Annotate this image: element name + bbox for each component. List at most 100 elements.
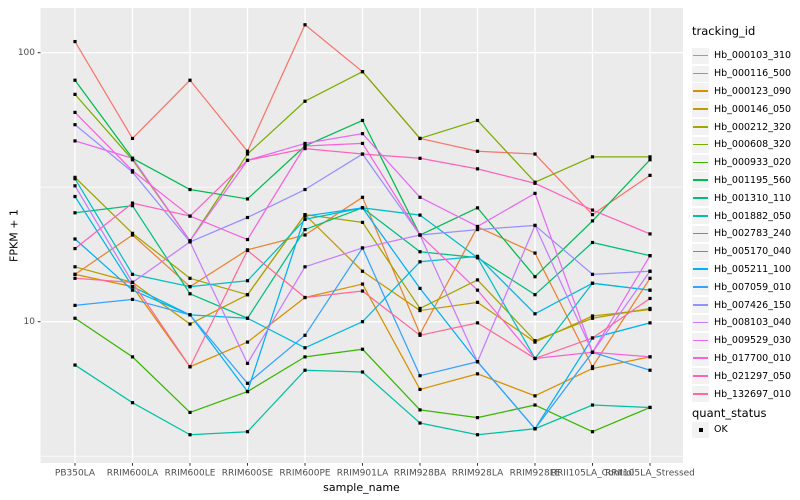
legend-item: Hb_000103_310 — [692, 47, 791, 65]
data-point-Hb_132697_010 — [590, 336, 595, 340]
data-point-Hb_001882_050 — [245, 430, 250, 434]
data-point-Hb_009529_030 — [418, 195, 422, 199]
legend-key-swatch — [692, 136, 709, 153]
data-point-Hb_132697_010 — [418, 333, 422, 337]
legend-item-label: Hb_000608_320 — [714, 139, 792, 151]
data-point-Hb_017700_010 — [590, 350, 595, 354]
legend-item: Hb_000116_500 — [692, 65, 791, 83]
data-point-Hb_007059_010 — [418, 374, 422, 378]
data-point-Hb_001310_110 — [303, 227, 307, 232]
data-point-Hb_000608_320 — [418, 136, 422, 141]
data-point-Hb_132697_010 — [245, 248, 250, 253]
data-point-Hb_000116_500 — [130, 233, 135, 237]
data-point-Hb_001882_050 — [188, 433, 192, 437]
data-point-Hb_001195_560 — [188, 187, 192, 192]
data-point-Hb_000146_050 — [188, 322, 192, 326]
data-point-Hb_000212_320 — [130, 231, 135, 235]
quant-key-point-icon — [698, 427, 703, 432]
data-point-Hb_009529_030 — [303, 141, 307, 146]
legend-key-line — [693, 72, 708, 75]
legend-key-swatch — [692, 386, 709, 403]
legend-key-line — [693, 143, 708, 146]
data-point-Hb_000116_500 — [303, 233, 307, 237]
legend-item-label: Hb_000146_050 — [714, 103, 792, 115]
legend-key-swatch — [692, 368, 709, 385]
data-point-Hb_000212_320 — [533, 339, 537, 343]
data-point-Hb_000103_310 — [130, 136, 135, 141]
data-point-Hb_001310_110 — [130, 204, 135, 208]
data-point-Hb_017700_010 — [73, 110, 77, 114]
data-point-Hb_000116_500 — [533, 251, 537, 255]
data-point-Hb_002783_240 — [418, 213, 422, 217]
data-point-Hb_000146_050 — [590, 314, 595, 318]
legend-key-swatch — [692, 297, 709, 314]
data-point-Hb_000103_310 — [188, 78, 192, 82]
data-point-Hb_001882_050 — [360, 370, 365, 374]
data-point-Hb_007059_010 — [303, 333, 307, 337]
data-point-Hb_000103_310 — [73, 39, 77, 44]
data-point-Hb_007059_010 — [73, 303, 77, 307]
legend-key-line — [693, 339, 708, 342]
data-point-Hb_000123_090 — [73, 272, 77, 276]
data-point-Hb_005170_040 — [418, 260, 422, 264]
legend-title-quant-status: quant_status — [692, 406, 767, 420]
data-point-Hb_000212_320 — [188, 276, 192, 280]
legend-key-line — [693, 375, 708, 377]
data-point-Hb_000123_090 — [418, 387, 422, 392]
data-point-Hb_005170_040 — [475, 254, 480, 258]
data-point-Hb_005170_040 — [303, 346, 307, 350]
data-point-Hb_021297_050 — [73, 246, 77, 251]
data-point-Hb_005211_100 — [360, 206, 365, 210]
legend-key-line — [693, 321, 708, 324]
data-point-Hb_000212_320 — [360, 220, 365, 224]
data-point-Hb_132697_010 — [360, 289, 365, 293]
data-point-Hb_005170_040 — [245, 316, 250, 320]
data-point-Hb_009529_030 — [188, 239, 192, 243]
data-point-Hb_008103_040 — [73, 184, 77, 188]
legend-item-label: Hb_005211_100 — [714, 263, 792, 275]
data-point-Hb_005170_040 — [648, 288, 652, 292]
data-point-Hb_001195_560 — [360, 118, 365, 123]
data-point-Hb_000212_320 — [475, 278, 480, 282]
data-point-Hb_008103_040 — [303, 265, 307, 269]
data-point-Hb_000212_320 — [590, 316, 595, 320]
x-tick-label: PB350LA — [55, 469, 96, 479]
data-point-Hb_017700_010 — [130, 169, 135, 173]
legend-item-label: Hb_000103_310 — [714, 50, 792, 62]
data-point-Hb_000123_090 — [360, 282, 365, 286]
legend-key-line — [693, 90, 708, 93]
data-point-Hb_007059_010 — [533, 427, 537, 431]
data-point-Hb_009529_030 — [73, 139, 77, 143]
data-point-Hb_021297_050 — [533, 181, 537, 185]
data-point-Hb_017700_010 — [648, 355, 652, 359]
legend-key-swatch — [692, 101, 709, 118]
data-point-Hb_000608_320 — [73, 92, 77, 96]
data-point-Hb_132697_010 — [303, 295, 307, 300]
data-point-Hb_002783_240 — [245, 279, 250, 283]
legend-key-line — [693, 197, 708, 199]
legend-item: Hb_001310_110 — [692, 189, 791, 207]
data-point-Hb_000103_310 — [648, 173, 652, 177]
data-point-Hb_005211_100 — [130, 288, 135, 292]
legend-item-label: Hb_001310_110 — [714, 192, 792, 204]
legend-item-label: Hb_007059_010 — [714, 281, 792, 293]
data-point-Hb_017700_010 — [303, 144, 307, 148]
data-point-Hb_000123_090 — [533, 394, 537, 398]
data-point-Hb_007426_150 — [73, 123, 77, 127]
data-point-Hb_005170_040 — [130, 285, 135, 289]
data-point-Hb_000933_020 — [533, 403, 537, 407]
data-point-Hb_005211_100 — [245, 389, 250, 394]
legend-item: Hb_007426_150 — [692, 296, 791, 314]
legend-key-line — [693, 108, 708, 110]
x-tick-label: RRIM928LE — [510, 469, 561, 479]
data-point-Hb_132697_010 — [188, 365, 192, 369]
legend-key-line — [693, 357, 708, 360]
data-point-Hb_000146_050 — [360, 269, 365, 273]
data-point-Hb_007426_150 — [590, 272, 595, 276]
data-point-Hb_001882_050 — [648, 405, 652, 410]
data-point-Hb_000123_090 — [245, 340, 250, 344]
data-point-Hb_001195_560 — [73, 78, 77, 82]
data-point-Hb_005170_040 — [360, 320, 365, 324]
data-point-Hb_001195_560 — [590, 219, 595, 223]
data-point-Hb_005170_040 — [590, 281, 595, 285]
